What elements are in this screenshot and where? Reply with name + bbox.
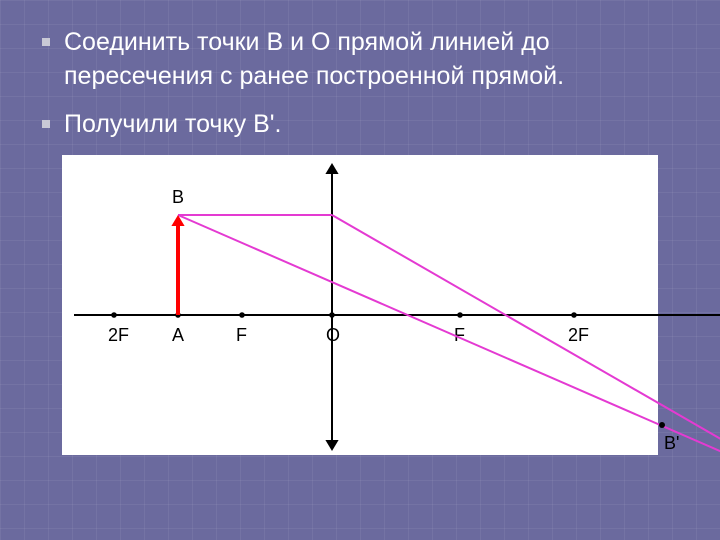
diagram-figure: 2FAFOF2FBB'	[62, 155, 658, 455]
svg-text:A: A	[172, 325, 184, 345]
svg-text:2F: 2F	[108, 325, 129, 345]
bullet-item: Получили точку B'.	[60, 108, 660, 142]
optics-diagram: 2FAFOF2FBB'	[62, 155, 720, 455]
svg-text:B': B'	[664, 433, 679, 453]
bullet-item: Соединить точки B и O прямой линией до п…	[60, 26, 660, 94]
svg-text:O: O	[326, 325, 340, 345]
svg-text:F: F	[236, 325, 247, 345]
svg-text:B: B	[172, 187, 184, 207]
bullet-list: Соединить точки B и O прямой линией до п…	[60, 26, 660, 141]
svg-text:2F: 2F	[568, 325, 589, 345]
slide-content: Соединить точки B и O прямой линией до п…	[0, 0, 720, 455]
